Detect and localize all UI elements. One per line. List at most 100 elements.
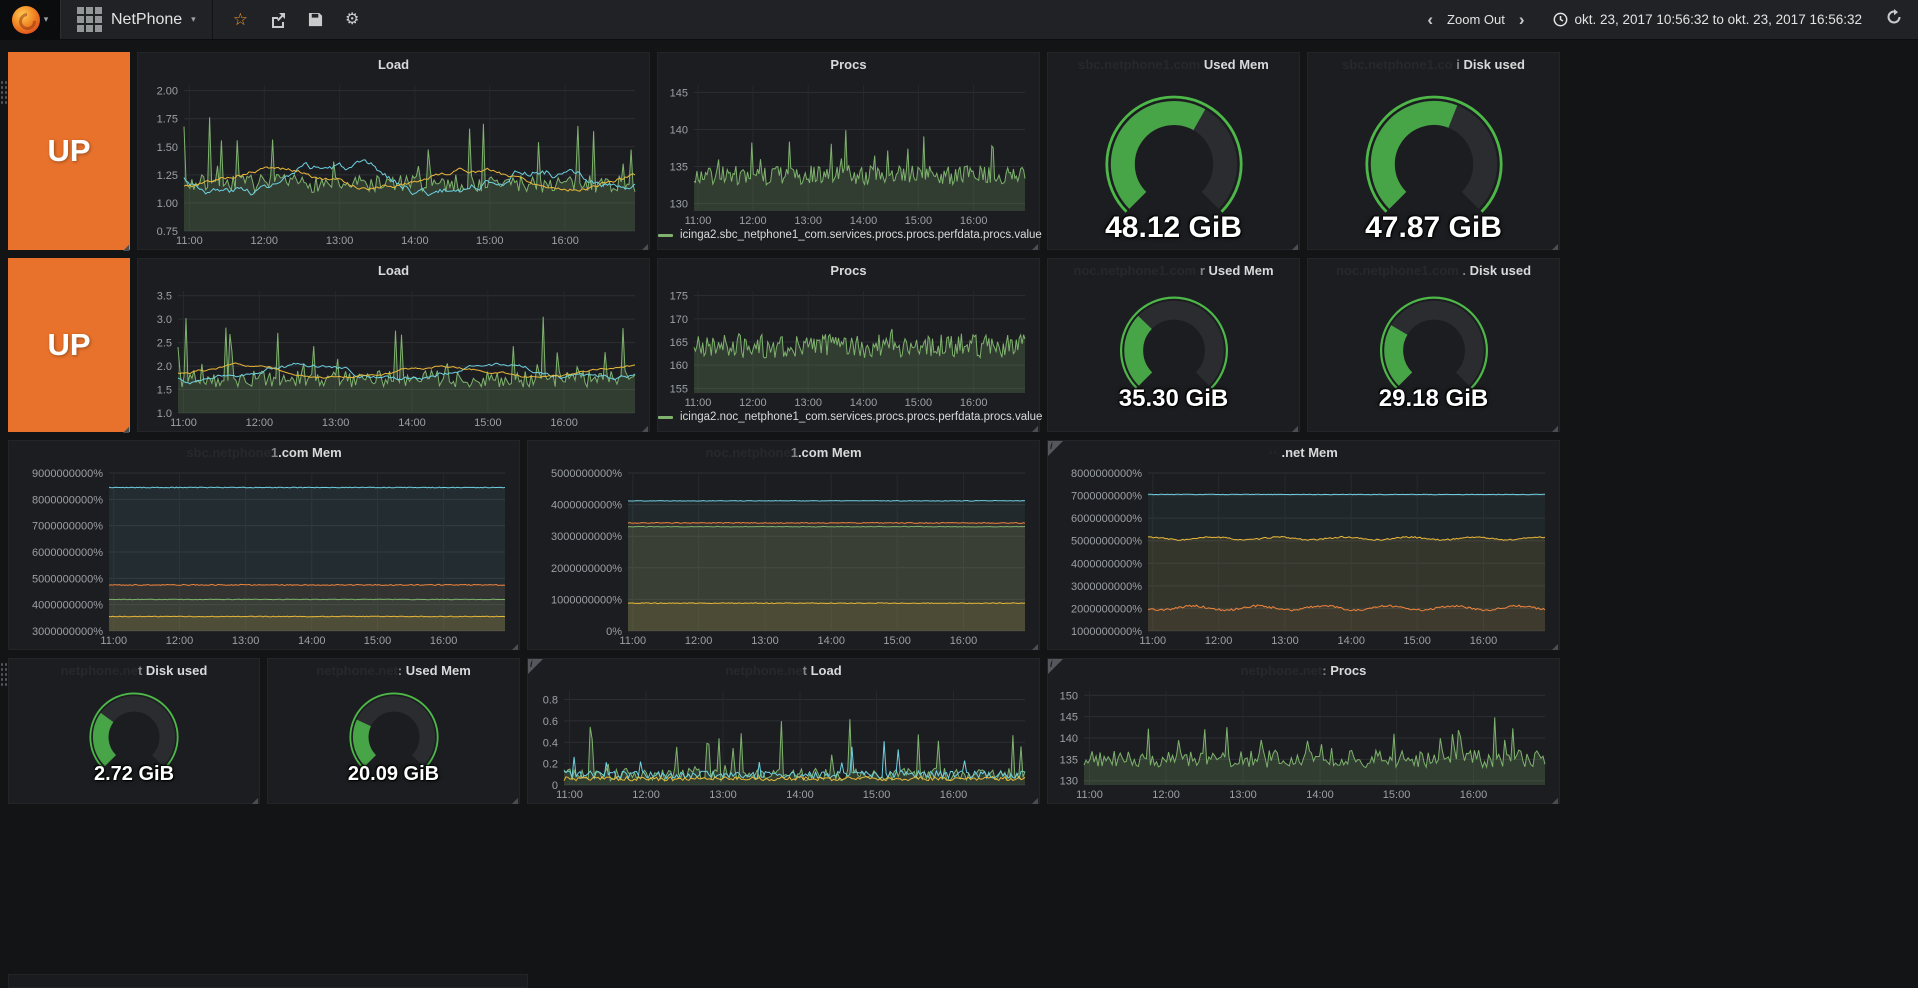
- panel-title[interactable]: noc.netphone1.com Mem: [528, 441, 1039, 465]
- svg-text:4000000000%: 4000000000%: [551, 500, 622, 512]
- grafana-dashboard: ▾ NetPhone ▾ ☆ ⚙ ‹ Zoom Out › okt. 23, 2…: [0, 0, 1918, 988]
- grafana-menu-button[interactable]: ▾: [0, 0, 60, 39]
- panel-title[interactable]: netphone.net: Procs: [1048, 659, 1559, 683]
- time-shift-right-button[interactable]: ›: [1519, 10, 1525, 30]
- up-status-value: UP: [47, 133, 90, 169]
- mem-graph[interactable]: 5000000000%4000000000%3000000000%2000000…: [528, 465, 1039, 649]
- svg-text:12:00: 12:00: [632, 789, 660, 801]
- svg-text:6000000000%: 6000000000%: [1071, 513, 1142, 525]
- collapsed-row-bar[interactable]: [8, 974, 528, 988]
- svg-text:140: 140: [670, 124, 688, 136]
- dashboard-picker[interactable]: NetPhone ▾: [60, 0, 213, 39]
- chevron-down-icon: ▾: [191, 14, 196, 25]
- svg-text:15:00: 15:00: [1383, 789, 1411, 801]
- svg-text:9000000000%: 9000000000%: [32, 468, 103, 480]
- panel-title[interactable]: sbc.netphone1.co i Disk used: [1308, 53, 1559, 77]
- svg-text:12:00: 12:00: [685, 635, 713, 647]
- svg-text:2000000000%: 2000000000%: [551, 563, 622, 575]
- panel-title[interactable]: netphone.net Load: [528, 659, 1039, 683]
- series-color-dash: [658, 234, 673, 237]
- load-graph-panel: i netphone.net Load 0.80.60.40.2011:0012…: [527, 658, 1040, 804]
- svg-text:140: 140: [1060, 733, 1078, 745]
- panel-title[interactable]: netphone.net: Used Mem: [268, 659, 519, 683]
- svg-text:130: 130: [670, 199, 688, 211]
- svg-text:12:00: 12:00: [166, 635, 194, 647]
- mem-graph[interactable]: 8000000000%7000000000%6000000000%5000000…: [1048, 465, 1559, 649]
- svg-text:0.75: 0.75: [157, 226, 178, 238]
- star-button[interactable]: ☆: [233, 11, 248, 28]
- settings-gear-button[interactable]: ⚙: [345, 12, 359, 28]
- row-drag-handle[interactable]: [0, 80, 7, 106]
- graph-legend[interactable]: icinga2.noc_netphone1_com.services.procs…: [658, 411, 1039, 429]
- load-graph[interactable]: 0.80.60.40.2011:0012:0013:0014:0015:0016…: [528, 683, 1039, 803]
- gauge-value: 35.30 GiB: [1048, 385, 1299, 413]
- svg-text:16:00: 16:00: [960, 397, 988, 409]
- load-graph-panel: Load 2.001.751.501.251.000.7511:0012:001…: [137, 52, 650, 250]
- zoom-out-button[interactable]: Zoom Out: [1447, 12, 1505, 27]
- panel-title[interactable]: netphone.net Disk used: [9, 659, 259, 683]
- panel-title[interactable]: noc.netphone1.com r Used Mem: [1048, 259, 1299, 283]
- svg-text:11:00: 11:00: [685, 215, 712, 227]
- svg-text:12:00: 12:00: [739, 397, 767, 409]
- load-graph[interactable]: 3.53.02.52.01.51.011:0012:0013:0014:0015…: [138, 283, 649, 431]
- svg-text:135: 135: [670, 162, 688, 174]
- svg-text:13:00: 13:00: [794, 215, 822, 227]
- svg-text:1.00: 1.00: [157, 198, 178, 210]
- svg-text:14:00: 14:00: [401, 235, 429, 247]
- svg-text:11:00: 11:00: [170, 417, 197, 429]
- svg-text:3.5: 3.5: [157, 291, 172, 303]
- panel-info-corner-icon: i: [1048, 441, 1063, 456]
- graph-legend[interactable]: icinga2.sbc_netphone1_com.services.procs…: [658, 229, 1039, 247]
- svg-text:16:00: 16:00: [960, 215, 988, 227]
- svg-text:2.5: 2.5: [157, 338, 172, 350]
- svg-text:11:00: 11:00: [1139, 635, 1166, 647]
- time-range-label: okt. 23, 2017 10:56:32 to okt. 23, 2017 …: [1575, 12, 1862, 27]
- procs-graph[interactable]: 14514013513011:0012:0013:0014:0015:0016:…: [658, 77, 1039, 229]
- svg-text:3000000000%: 3000000000%: [551, 531, 622, 543]
- svg-text:145: 145: [1060, 712, 1078, 724]
- load-graph[interactable]: 2.001.751.501.251.000.7511:0012:0013:001…: [138, 77, 649, 249]
- row-drag-handle[interactable]: [0, 662, 7, 688]
- svg-text:13:00: 13:00: [322, 417, 350, 429]
- panel-title[interactable]: Procs: [658, 259, 1039, 283]
- svg-text:13:00: 13:00: [751, 635, 779, 647]
- svg-text:11:00: 11:00: [176, 235, 203, 247]
- time-range-picker[interactable]: okt. 23, 2017 10:56:32 to okt. 23, 2017 …: [1553, 12, 1862, 27]
- procs-graph[interactable]: 17517016516015511:0012:0013:0014:0015:00…: [658, 283, 1039, 411]
- procs-graph[interactable]: 15014514013513011:0012:0013:0014:0015:00…: [1048, 683, 1559, 803]
- load-graph-panel: Load 3.53.02.52.01.51.011:0012:0013:0014…: [137, 258, 650, 432]
- svg-text:15:00: 15:00: [905, 215, 933, 227]
- gauge-value: 20.09 GiB: [268, 763, 519, 786]
- panel-title[interactable]: ·· .net Mem: [1048, 441, 1559, 465]
- used-mem-gauge-panel: sbc.netphone1.com Used Mem 48.12 GiB: [1047, 52, 1300, 250]
- panel-title[interactable]: sbc.netphone1.com Mem: [9, 441, 519, 465]
- svg-text:5000000000%: 5000000000%: [1071, 536, 1142, 548]
- refresh-button[interactable]: [1886, 9, 1902, 30]
- panel-title[interactable]: noc.netphone1.com . Disk used: [1308, 259, 1559, 283]
- share-button[interactable]: [270, 12, 286, 28]
- singlestat-up-panel[interactable]: UP: [8, 258, 130, 432]
- time-controls: ‹ Zoom Out › okt. 23, 2017 10:56:32 to o…: [1411, 0, 1918, 39]
- up-status-value: UP: [47, 327, 90, 363]
- svg-text:160: 160: [670, 360, 688, 372]
- used-mem-gauge-panel: netphone.net: Used Mem 20.09 GiB: [267, 658, 520, 804]
- panel-title[interactable]: Load: [138, 259, 649, 283]
- svg-text:14:00: 14:00: [817, 635, 845, 647]
- svg-text:3000000000%: 3000000000%: [1071, 581, 1142, 593]
- svg-text:16:00: 16:00: [940, 789, 968, 801]
- svg-text:12:00: 12:00: [1205, 635, 1233, 647]
- svg-text:11:00: 11:00: [1076, 789, 1103, 801]
- singlestat-up-panel[interactable]: UP: [8, 52, 130, 250]
- panel-title[interactable]: Procs: [658, 53, 1039, 77]
- svg-text:15:00: 15:00: [905, 397, 933, 409]
- svg-text:16:00: 16:00: [950, 635, 978, 647]
- svg-text:7000000000%: 7000000000%: [32, 521, 103, 533]
- dashboard-grid-icon: [77, 7, 102, 32]
- svg-text:155: 155: [670, 383, 688, 395]
- mem-graph[interactable]: 9000000000%8000000000%7000000000%6000000…: [9, 465, 519, 649]
- panel-title[interactable]: sbc.netphone1.com Used Mem: [1048, 53, 1299, 77]
- time-shift-left-button[interactable]: ‹: [1427, 10, 1433, 30]
- svg-text:11:00: 11:00: [685, 397, 712, 409]
- save-button[interactable]: [308, 12, 323, 27]
- panel-title[interactable]: Load: [138, 53, 649, 77]
